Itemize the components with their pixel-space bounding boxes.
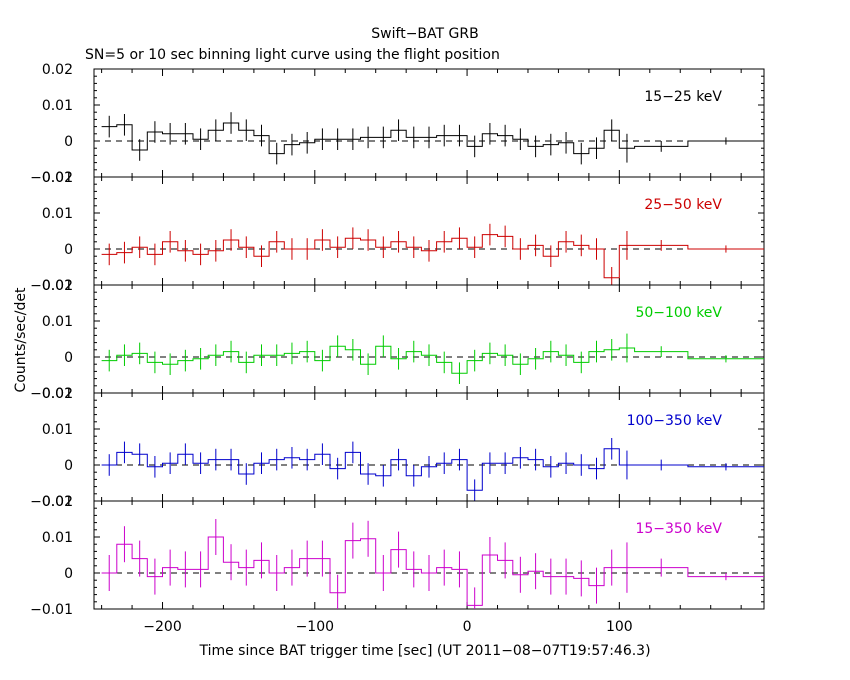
y-tick-label: 0 — [64, 134, 73, 150]
panel-1: −0.01 0 0.01 0.02 15−25 keV — [30, 62, 765, 186]
y-tick-label: 0.01 — [42, 206, 73, 222]
y-tick-label: 0.02 — [42, 494, 73, 510]
panel-5: −0.01 0 0.01 0.02 15−350 keV — [30, 494, 765, 618]
chart-subtitle: SN=5 or 10 sec binning light curve using… — [85, 47, 500, 63]
band-label: 100−350 keV — [627, 413, 723, 429]
y-tick-label: 0 — [64, 566, 73, 582]
y-tick-label: 0.01 — [42, 314, 73, 330]
x-tick-label: −100 — [296, 619, 334, 635]
y-tick-label: 0.02 — [42, 62, 73, 78]
y-tick-label: −0.01 — [30, 386, 73, 402]
x-tick-label: 100 — [606, 619, 633, 635]
y-tick-label: 0.01 — [42, 530, 73, 546]
panel-4: −0.01 0 0.01 0.02 100−350 keV — [30, 386, 765, 510]
band-label: 15−25 keV — [644, 89, 722, 105]
band-label: 50−100 keV — [635, 305, 722, 321]
y-tick-label: 0.02 — [42, 278, 73, 294]
y-tick-label: −0.01 — [30, 494, 73, 510]
y-tick-label: −0.01 — [30, 170, 73, 186]
panel-frame — [93, 392, 765, 502]
y-tick-label: 0.01 — [42, 98, 73, 114]
x-tick-label: −200 — [143, 619, 181, 635]
y-tick-label: −0.01 — [30, 602, 73, 618]
light-curve-series — [101, 345, 764, 374]
panel-frame — [93, 284, 765, 394]
panel-2: −0.01 0 0.01 0.02 25−50 keV — [30, 170, 765, 294]
light-curve-series — [101, 448, 764, 491]
band-label: 15−350 keV — [635, 521, 722, 537]
panel-frame — [93, 176, 765, 286]
y-tick-label: 0.01 — [42, 422, 73, 438]
y-tick-label: 0 — [64, 350, 73, 366]
panel-frame — [93, 500, 765, 610]
y-axis-label: Counts/sec/det — [13, 287, 29, 392]
chart-title: Swift−BAT GRB — [371, 26, 478, 42]
y-tick-label: 0 — [64, 458, 73, 474]
x-axis-label: Time since BAT trigger time [sec] (UT 20… — [198, 643, 650, 659]
band-label: 25−50 keV — [644, 197, 722, 213]
panel-3: −0.01 0 0.01 0.02 50−100 keV — [30, 278, 765, 402]
x-tick-label: 0 — [463, 619, 472, 635]
y-tick-label: −0.01 — [30, 278, 73, 294]
y-tick-label: 0.02 — [42, 386, 73, 402]
light-curve-series — [101, 536, 764, 606]
panels-group: −0.01 0 0.01 0.02 15−25 keV −0.01 0 0.01 0.02 25−… — [30, 62, 765, 635]
light-curve-series — [101, 122, 764, 155]
y-tick-label: 0.02 — [42, 170, 73, 186]
panel-frame — [93, 68, 765, 178]
y-tick-label: 0 — [64, 242, 73, 258]
